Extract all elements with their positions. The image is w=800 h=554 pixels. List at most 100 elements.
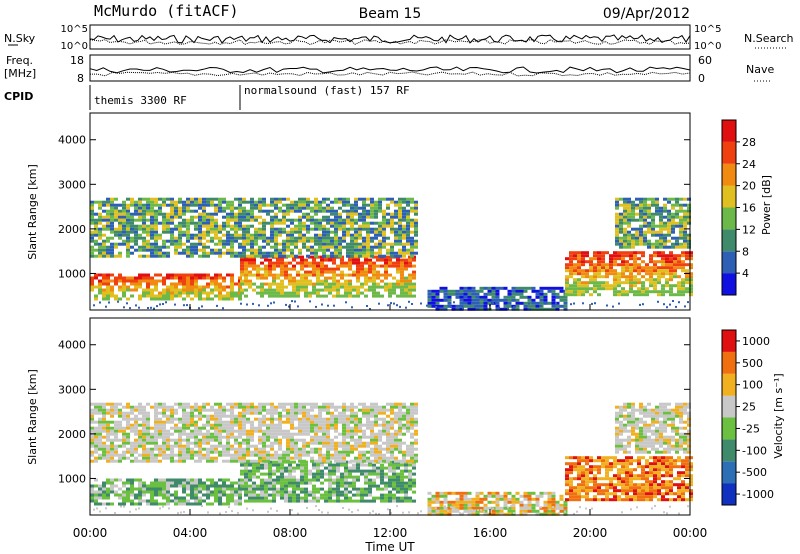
echo-cell-0-2	[202, 230, 206, 234]
echo-cell-1-2	[266, 402, 270, 406]
echo-cell-1-2	[286, 417, 290, 421]
echo-cell-0-2	[322, 233, 326, 237]
echo-cell-1-2	[142, 444, 146, 448]
echo-cell-1-2	[322, 426, 326, 430]
echo-cell-0-2	[182, 248, 186, 252]
echo-cell-0-2	[186, 236, 190, 240]
echo-cell-0-1	[380, 273, 384, 277]
echo-cell-1-2	[170, 432, 174, 436]
echo-cell-0-5	[683, 230, 687, 234]
echo-cell-1-0	[214, 481, 218, 485]
speckle-cell	[687, 301, 689, 304]
echo-cell-0-5	[639, 200, 643, 204]
echo-cell-0-5	[679, 236, 683, 240]
echo-cell-1-2	[278, 453, 282, 457]
echo-cell-1-2	[310, 420, 314, 424]
echo-cell-1-2	[394, 441, 398, 445]
echo-cell-1-1	[364, 472, 368, 476]
echo-cell-0-2	[142, 197, 146, 201]
echo-cell-1-1	[332, 472, 336, 476]
echo-cell-0-5	[647, 197, 651, 201]
echo-cell-1-2	[174, 429, 178, 433]
echo-cell-1-2	[270, 447, 274, 451]
echo-cell-0-2	[326, 221, 330, 225]
echo-cell-1-2	[286, 402, 290, 406]
echo-cell-1-2	[390, 450, 394, 454]
echo-cell-0-2	[126, 197, 130, 201]
echo-cell-1-1	[312, 478, 316, 482]
echo-cell-0-5	[623, 227, 627, 231]
echo-cell-0-0	[230, 273, 234, 277]
echo-cell-0-2	[198, 215, 202, 219]
echo-cell-0-2	[346, 212, 350, 216]
echo-cell-0-2	[202, 251, 206, 255]
echo-cell-1-2	[214, 438, 218, 442]
echo-cell-0-1	[312, 288, 316, 292]
echo-cell-0-4	[593, 287, 597, 291]
echo-cell-1-2	[218, 438, 222, 442]
echo-cell-1-2	[182, 432, 186, 436]
echo-cell-1-2	[230, 444, 234, 448]
echo-cell-0-3	[515, 286, 520, 290]
echo-cell-1-0	[222, 481, 226, 485]
echo-cell-0-2	[406, 197, 410, 201]
echo-cell-0-1	[280, 288, 284, 292]
echo-cell-0-4	[577, 269, 581, 273]
echo-cell-1-0	[198, 484, 202, 488]
echo-cell-0-1	[240, 270, 244, 274]
echo-cell-1-2	[406, 447, 410, 451]
echo-cell-1-0	[158, 490, 162, 494]
echo-cell-0-0	[130, 294, 134, 298]
echo-cell-0-2	[382, 197, 386, 201]
echo-cell-0-1	[272, 288, 276, 292]
echo-cell-0-4	[573, 266, 577, 270]
echo-cell-0-1	[304, 276, 308, 280]
echo-cell-0-5	[687, 206, 691, 210]
echo-cell-1-2	[186, 417, 190, 421]
echo-cell-0-2	[410, 242, 414, 246]
echo-cell-0-2	[278, 221, 282, 225]
echo-cell-1-2	[322, 405, 326, 409]
echo-cell-0-2	[110, 254, 114, 258]
echo-cell-1-2	[170, 444, 174, 448]
echo-cell-0-4	[637, 287, 641, 291]
echo-cell-1-0	[126, 478, 130, 482]
echo-cell-0-2	[242, 227, 246, 231]
echo-cell-0-4	[673, 266, 677, 270]
echo-cell-0-4	[589, 266, 593, 270]
echo-cell-0-5	[655, 197, 659, 201]
echo-cell-1-1	[300, 463, 304, 467]
echo-cell-1-1	[304, 472, 308, 476]
echo-cell-1-1	[364, 463, 368, 467]
echo-cell-0-0	[110, 294, 114, 298]
echo-cell-0-1	[324, 276, 328, 280]
echo-cell-0-5	[635, 230, 639, 234]
echo-cell-1-2	[334, 408, 338, 412]
echo-cell-0-2	[254, 236, 258, 240]
echo-cell-0-3	[455, 289, 460, 293]
echo-cell-0-4	[581, 257, 585, 261]
echo-cell-1-2	[326, 438, 330, 442]
echo-cell-0-2	[222, 224, 226, 228]
echo-cell-1-2	[218, 417, 222, 421]
echo-cell-1-1	[264, 493, 268, 497]
echo-cell-0-2	[274, 215, 278, 219]
echo-cell-0-2	[170, 215, 174, 219]
echo-cell-0-0	[230, 288, 234, 292]
echo-cell-0-4	[637, 278, 641, 282]
echo-cell-0-3	[427, 298, 432, 302]
echo-cell-1-2	[414, 408, 418, 412]
echo-cell-0-1	[412, 294, 416, 298]
echo-cell-0-5	[627, 239, 631, 243]
echo-cell-1-2	[258, 435, 262, 439]
echo-cell-1-2	[102, 402, 106, 406]
echo-cell-1-2	[122, 456, 126, 460]
echo-cell-1-2	[214, 447, 218, 451]
echo-cell-1-0	[94, 496, 98, 500]
echo-cell-0-4	[669, 260, 673, 264]
echo-cell-0-2	[382, 212, 386, 216]
echo-cell-1-2	[218, 429, 222, 433]
echo-cell-0-2	[374, 200, 378, 204]
echo-cell-0-2	[190, 218, 194, 222]
